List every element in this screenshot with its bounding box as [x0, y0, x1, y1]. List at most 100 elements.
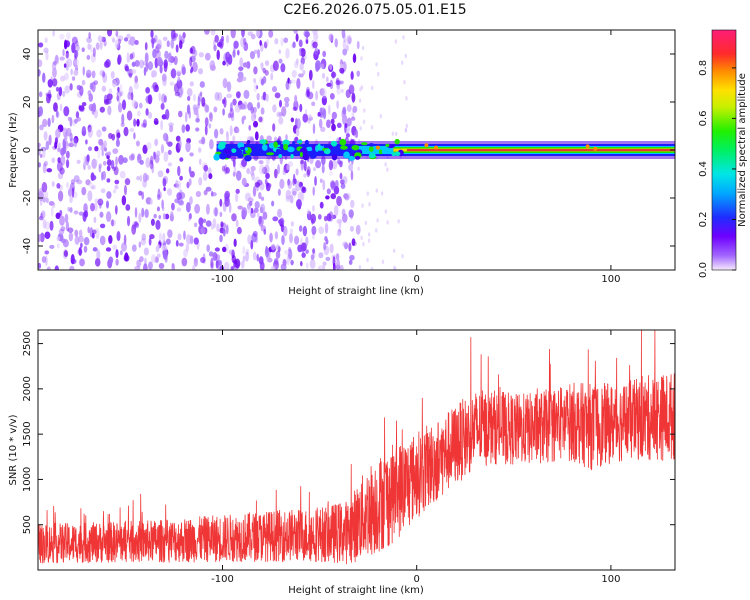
band-blob	[237, 149, 243, 155]
bottom-x-axis-label: Height of straight line (km)	[288, 585, 424, 596]
noise-speckle	[221, 165, 226, 172]
noise-speckle	[38, 146, 41, 157]
noise-speckle	[86, 73, 91, 78]
noise-speckle	[264, 60, 270, 66]
noise-speckle	[306, 165, 311, 176]
noise-speckle	[258, 116, 263, 123]
noise-speckle	[165, 168, 170, 174]
noise-speckle	[150, 254, 156, 264]
noise-speckle	[129, 128, 135, 133]
band-blob	[266, 152, 275, 156]
noise-speckle	[177, 165, 181, 177]
noise-speckle	[204, 52, 211, 61]
noise-speckle	[367, 232, 371, 237]
noise-speckle	[136, 118, 140, 127]
noise-speckle	[256, 253, 259, 262]
band-blob	[305, 146, 313, 152]
noise-speckle	[329, 64, 333, 71]
noise-speckle	[344, 194, 350, 201]
noise-speckle	[342, 241, 348, 248]
noise-speckle	[252, 120, 259, 128]
noise-speckle	[404, 127, 408, 133]
noise-speckle	[317, 265, 324, 270]
noise-speckle	[321, 95, 327, 106]
noise-speckle	[40, 210, 46, 219]
noise-speckle	[99, 40, 103, 50]
noise-speckle	[43, 47, 49, 54]
noise-speckle	[205, 104, 210, 113]
noise-speckle	[181, 257, 188, 267]
noise-speckle	[235, 188, 240, 194]
noise-speckle	[333, 205, 339, 217]
noise-speckle	[115, 30, 119, 37]
noise-speckle	[285, 134, 288, 141]
noise-speckle	[279, 178, 285, 190]
band-blob	[331, 154, 338, 161]
noise-speckle	[268, 30, 274, 38]
noise-speckle	[259, 164, 265, 175]
top-y-tick-label: 20	[22, 96, 33, 109]
noise-speckle	[117, 54, 122, 64]
noise-speckle	[226, 93, 233, 99]
noise-speckle	[302, 113, 309, 123]
top-y-tick-label: 0	[22, 147, 33, 153]
noise-speckle	[342, 176, 348, 185]
noise-speckle	[189, 81, 194, 87]
noise-speckle	[119, 90, 124, 97]
noise-speckle	[161, 199, 164, 209]
noise-speckle	[291, 187, 298, 196]
noise-speckle	[60, 75, 66, 82]
noise-speckle	[376, 218, 379, 223]
noise-speckle	[151, 163, 155, 174]
noise-speckle	[90, 53, 97, 63]
noise-speckle	[121, 113, 125, 125]
noise-speckle	[81, 125, 87, 137]
noise-speckle	[145, 108, 149, 116]
noise-speckle	[205, 220, 212, 227]
noise-speckle	[208, 173, 213, 180]
noise-speckle	[292, 178, 296, 186]
noise-speckle	[241, 260, 245, 269]
noise-speckle	[289, 228, 293, 235]
noise-speckle	[287, 248, 293, 260]
noise-speckle	[228, 202, 232, 214]
noise-speckle	[260, 107, 265, 115]
noise-speckle	[56, 161, 63, 172]
noise-speckle	[247, 31, 254, 36]
noise-speckle	[63, 106, 70, 117]
noise-speckle	[161, 93, 166, 104]
noise-speckle	[202, 218, 207, 223]
noise-speckle	[144, 257, 147, 268]
noise-speckle	[245, 248, 250, 255]
noise-speckle	[81, 186, 87, 196]
noise-speckle	[107, 105, 112, 116]
noise-speckle	[253, 78, 257, 83]
noise-speckle	[339, 161, 343, 168]
noise-speckle	[148, 261, 153, 270]
noise-speckle	[87, 146, 93, 152]
band-blob	[244, 147, 249, 151]
noise-speckle	[87, 190, 93, 202]
noise-speckle	[295, 127, 300, 137]
noise-speckle	[70, 253, 75, 265]
noise-speckle	[280, 263, 287, 270]
noise-speckle	[315, 90, 319, 101]
noise-speckle	[204, 124, 208, 136]
noise-speckle	[250, 170, 255, 177]
noise-speckle	[306, 262, 309, 269]
band-blob	[237, 153, 244, 159]
noise-speckle	[112, 244, 118, 251]
noise-speckle	[45, 197, 49, 204]
noise-speckle	[336, 86, 341, 95]
noise-speckle	[233, 40, 239, 49]
noise-speckle	[156, 244, 161, 250]
noise-speckle	[260, 196, 265, 201]
noise-speckle	[47, 117, 51, 127]
noise-speckle	[250, 207, 254, 214]
noise-speckle	[228, 249, 235, 255]
noise-speckle	[147, 112, 153, 119]
noise-speckle	[69, 132, 73, 142]
noise-speckle	[79, 258, 85, 267]
noise-speckle	[71, 76, 76, 81]
noise-speckle	[299, 49, 302, 57]
